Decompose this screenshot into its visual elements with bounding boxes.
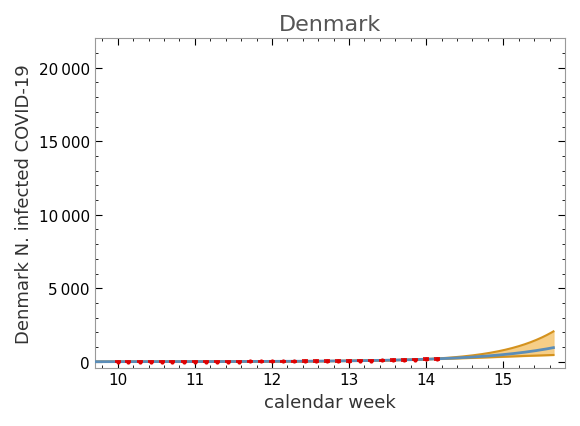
Title: Denmark: Denmark (278, 15, 381, 35)
Y-axis label: Denmark N. infected COVID-19: Denmark N. infected COVID-19 (15, 64, 33, 343)
X-axis label: calendar week: calendar week (264, 393, 396, 411)
